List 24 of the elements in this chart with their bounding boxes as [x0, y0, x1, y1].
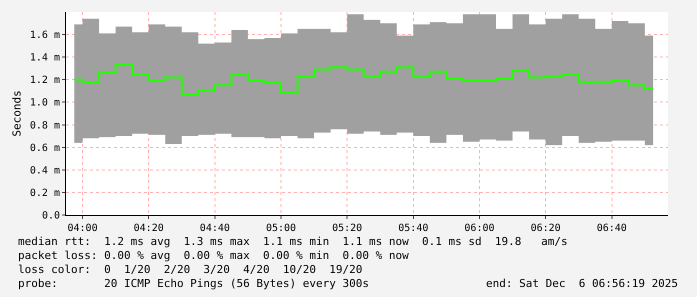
text: loss color: 0 1/20 2/20 3/20 4/20 10/20 19/20 — [18, 263, 362, 276]
y-tick-label: 0.4 m — [30, 165, 60, 176]
y-tick-label: 1.6 m — [30, 30, 60, 42]
x-tick-label: 04:20 — [134, 223, 164, 234]
y-tick-label: 0.0 — [42, 210, 60, 222]
text: end: Sat Dec 6 06:56:19 2025 — [486, 277, 678, 290]
x-tick-label: 05:40 — [398, 223, 428, 234]
x-tick-label: 04:00 — [67, 223, 98, 234]
y-tick-label: 1.2 m — [30, 75, 60, 86]
x-tick-label: 06:40 — [596, 223, 627, 234]
y-axis-title: Seconds — [10, 90, 24, 137]
text: median rtt: 1.2 ms avg 1.3 ms max 1.1 ms min 1.1 ms now 0.1 ms sd 19.8 am/s — [18, 235, 568, 248]
x-tick-label: 06:00 — [464, 223, 495, 234]
x-tick-label: 04:40 — [200, 223, 230, 234]
y-tick-label: 0.2 m — [30, 188, 60, 199]
y-tick-label: 0.8 m — [30, 120, 60, 132]
y-tick-label: 1.4 m — [30, 52, 60, 64]
text: packet loss: 0.00 % avg 0.00 % max 0.00 % min 0.00 % now — [18, 249, 410, 262]
x-tick-label: 05:00 — [266, 223, 296, 234]
y-tick-label: 1.0 m — [30, 98, 60, 109]
x-tick-label: 05:20 — [332, 223, 362, 234]
y-tick-label: 0.6 m — [30, 142, 60, 154]
x-tick-label: 06:20 — [530, 223, 561, 234]
text: probe: 20 ICMP Echo Pings (56 Bytes) every 300s — [18, 277, 369, 290]
